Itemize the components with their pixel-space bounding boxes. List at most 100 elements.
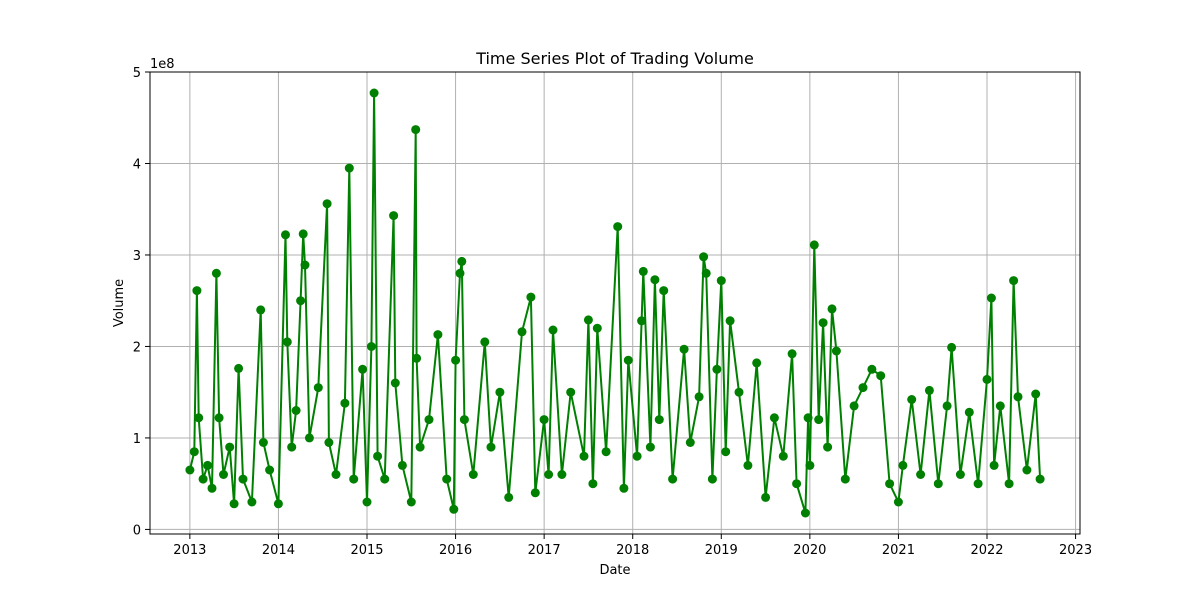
data-point: [1022, 465, 1032, 475]
data-point: [898, 460, 908, 470]
data-point: [876, 371, 886, 381]
data-point: [973, 479, 983, 489]
data-point: [712, 364, 722, 374]
data-point: [340, 398, 350, 408]
data-point: [411, 125, 421, 135]
data-point: [331, 470, 341, 479]
data-point: [989, 460, 999, 470]
data-point: [273, 499, 283, 509]
data-point: [933, 479, 943, 489]
data-point: [322, 199, 332, 209]
data-point: [229, 499, 239, 509]
data-point: [495, 387, 505, 397]
data-point: [805, 460, 815, 470]
data-point: [800, 508, 810, 518]
data-point: [752, 358, 762, 368]
x-tick-label: 2022: [970, 543, 1003, 558]
data-point: [743, 460, 753, 470]
data-point: [203, 460, 213, 470]
data-point: [679, 344, 689, 354]
data-point: [324, 438, 334, 447]
data-point: [601, 447, 611, 457]
x-tick-label: 2015: [350, 543, 383, 558]
data-point: [583, 315, 593, 325]
data-point: [638, 266, 648, 276]
data-point: [291, 406, 301, 415]
data-point: [632, 451, 642, 461]
data-point: [185, 465, 195, 475]
x-tick-label: 2016: [439, 543, 472, 558]
y-tick-label: 3: [133, 249, 141, 264]
data-point: [451, 355, 461, 365]
data-point: [406, 497, 416, 507]
data-point: [809, 240, 819, 250]
series-layer: [185, 88, 1045, 518]
data-point: [818, 318, 828, 328]
data-point: [916, 470, 926, 479]
data-point: [986, 293, 996, 303]
data-point: [858, 383, 868, 393]
x-tick-label: 2021: [882, 543, 915, 558]
data-point: [442, 474, 452, 484]
data-point: [433, 330, 443, 340]
data-point: [238, 474, 248, 484]
data-point: [219, 470, 228, 479]
data-point: [827, 304, 837, 314]
data-point: [964, 407, 974, 417]
data-point: [544, 470, 554, 479]
data-point: [725, 316, 735, 326]
data-point: [849, 401, 859, 411]
data-point: [225, 442, 235, 452]
x-tick-label: 2014: [262, 543, 295, 558]
data-point: [885, 479, 895, 489]
data-point: [623, 355, 633, 365]
data-point: [517, 327, 527, 337]
data-point: [298, 229, 308, 239]
data-point: [265, 465, 275, 475]
x-tick-label: 2020: [793, 543, 826, 558]
data-point: [947, 342, 957, 352]
data-point: [424, 415, 434, 425]
data-point: [1004, 479, 1014, 489]
data-point: [787, 349, 797, 359]
data-point: [457, 256, 467, 266]
x-tick-label: 2019: [705, 543, 738, 558]
data-point: [650, 275, 660, 285]
y-tick-label: 0: [133, 523, 141, 538]
x-tick-label: 2023: [1059, 543, 1092, 558]
data-point: [247, 497, 257, 507]
data-point: [778, 451, 788, 461]
data-point: [304, 433, 314, 443]
data-point: [721, 447, 731, 457]
data-point: [995, 401, 1005, 411]
data-point: [397, 460, 407, 470]
plot-frame: [149, 71, 1081, 535]
data-point: [685, 438, 695, 447]
data-point: [296, 296, 306, 306]
data-point: [468, 470, 478, 479]
data-point: [349, 474, 359, 484]
data-point: [645, 442, 655, 452]
x-axis-label: Date: [599, 563, 630, 578]
data-point: [566, 387, 576, 397]
data-point: [734, 387, 744, 397]
data-point: [258, 438, 268, 447]
data-point: [214, 413, 224, 423]
data-point: [362, 497, 372, 507]
x-tick-label: 2017: [528, 543, 561, 558]
y-tick-label: 5: [133, 66, 141, 81]
data-point: [924, 385, 934, 395]
data-point: [234, 363, 244, 373]
data-point: [823, 442, 833, 452]
data-point: [380, 474, 390, 484]
data-point: [539, 415, 549, 425]
data-point: [840, 474, 850, 484]
data-point: [637, 316, 647, 326]
data-point: [287, 442, 297, 452]
x-tick-label: 2018: [616, 543, 649, 558]
data-point: [1035, 474, 1045, 484]
data-point: [716, 276, 726, 286]
y-axis-scale-label: 1e8: [150, 57, 175, 72]
data-point: [358, 364, 368, 374]
